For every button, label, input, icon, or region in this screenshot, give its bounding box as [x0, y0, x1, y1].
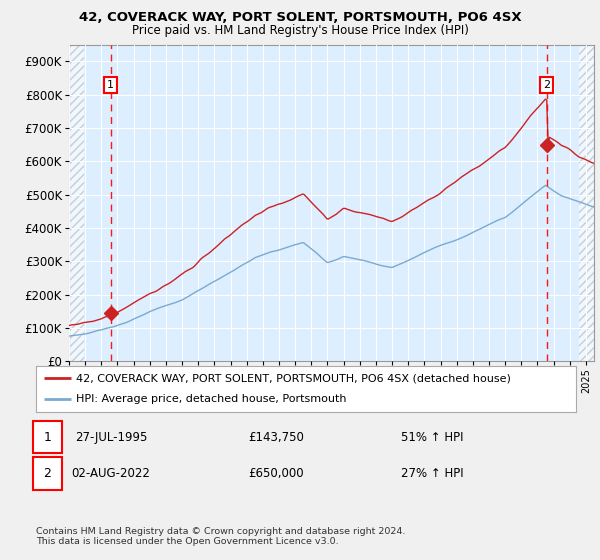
Text: Price paid vs. HM Land Registry's House Price Index (HPI): Price paid vs. HM Land Registry's House …: [131, 24, 469, 36]
Text: 02-AUG-2022: 02-AUG-2022: [71, 467, 151, 480]
Bar: [580, 45, 594, 361]
Text: 27-JUL-1995: 27-JUL-1995: [75, 431, 147, 444]
Text: 1: 1: [107, 80, 114, 90]
Text: Contains HM Land Registry data © Crown copyright and database right 2024.
This d: Contains HM Land Registry data © Crown c…: [36, 526, 406, 546]
Text: £650,000: £650,000: [248, 467, 304, 480]
Text: 42, COVERACK WAY, PORT SOLENT, PORTSMOUTH, PO6 4SX (detached house): 42, COVERACK WAY, PORT SOLENT, PORTSMOUT…: [77, 373, 511, 383]
Text: 1: 1: [43, 431, 52, 444]
Text: 42, COVERACK WAY, PORT SOLENT, PORTSMOUTH, PO6 4SX: 42, COVERACK WAY, PORT SOLENT, PORTSMOUT…: [79, 11, 521, 24]
Text: HPI: Average price, detached house, Portsmouth: HPI: Average price, detached house, Port…: [77, 394, 347, 404]
Text: 27% ↑ HPI: 27% ↑ HPI: [401, 467, 463, 480]
Bar: [69, 45, 83, 361]
Text: £143,750: £143,750: [248, 431, 304, 444]
Text: 51% ↑ HPI: 51% ↑ HPI: [401, 431, 463, 444]
Text: 2: 2: [543, 80, 550, 90]
Text: 2: 2: [43, 467, 52, 480]
